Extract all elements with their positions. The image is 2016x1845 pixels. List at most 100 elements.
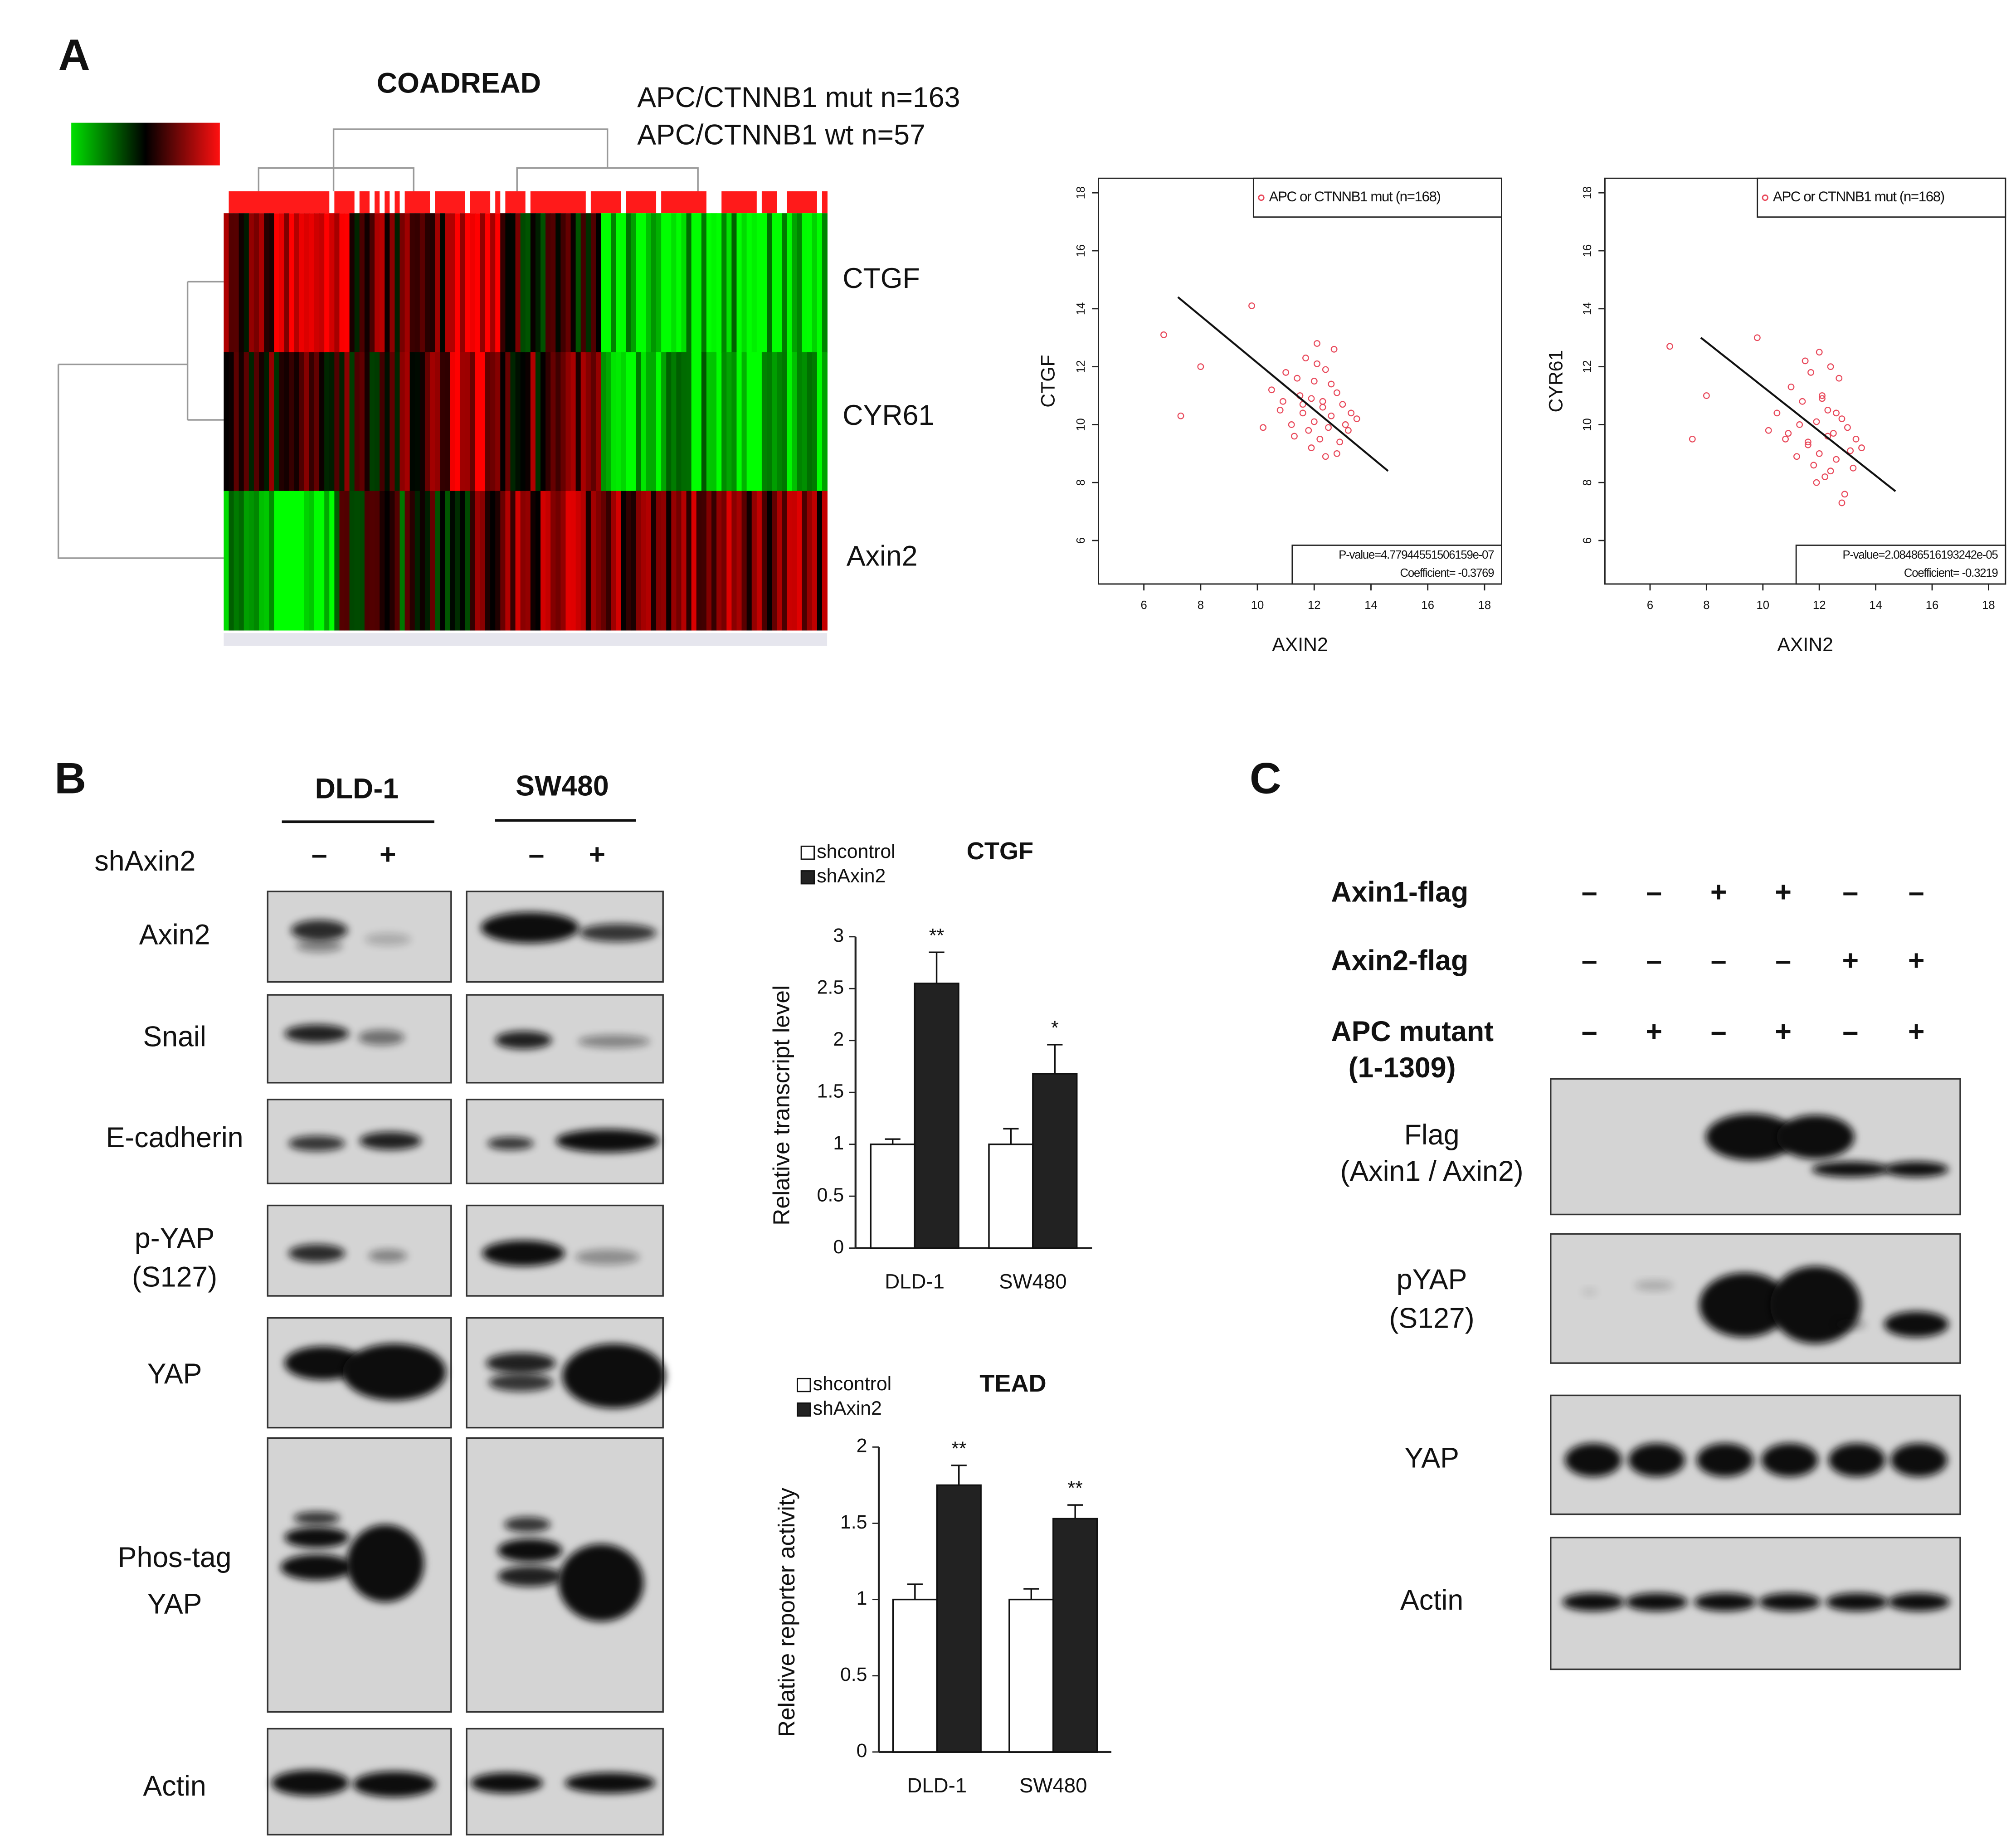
strip-cell <box>375 191 380 214</box>
heatmap-cell <box>475 352 481 492</box>
heatmap-cell <box>565 213 571 353</box>
heatmap-cell <box>575 491 581 631</box>
point <box>1819 392 1826 399</box>
heatmap-cell <box>375 352 380 492</box>
strip-cell <box>475 191 481 214</box>
row-label: YAP <box>147 1588 202 1620</box>
point <box>1753 334 1761 341</box>
heatmap-cell <box>530 213 536 353</box>
strip-cell <box>440 191 446 214</box>
heatmap-cell <box>636 352 642 492</box>
error-bar <box>929 951 945 983</box>
band <box>558 1544 644 1622</box>
heatmap-cell <box>802 491 808 631</box>
heatmap-cell <box>686 491 692 631</box>
heatmap-cell <box>812 213 818 353</box>
point <box>1310 418 1318 425</box>
x-axis-label: AXIN2 <box>1777 634 1833 656</box>
heatmap-cell <box>787 213 793 353</box>
heatmap-cell <box>289 352 295 492</box>
heatmap-cell <box>555 491 561 631</box>
strip-cell <box>515 191 521 214</box>
sign: – <box>1646 944 1662 976</box>
band <box>1634 1280 1674 1291</box>
band <box>495 1031 552 1049</box>
heatmap-cell <box>711 352 717 492</box>
strip-cell <box>802 191 808 214</box>
heatmap-cell <box>243 352 249 492</box>
y-tick-label: 0.5 <box>840 1664 867 1685</box>
sign: – <box>1646 876 1662 908</box>
group-label: APC/CTNNB1 wt n=57 <box>637 119 925 151</box>
trend-line <box>1177 296 1389 472</box>
strip-cell <box>797 191 803 214</box>
strip-cell <box>772 191 778 214</box>
heatmap-cell <box>611 352 617 492</box>
heatmap-cell <box>711 213 717 353</box>
point <box>1804 438 1811 446</box>
y-axis-label: Relative transcript level <box>769 985 794 1226</box>
heatmap-cell <box>616 352 622 492</box>
heatmap-cell <box>631 213 637 353</box>
strip-cell <box>611 191 617 214</box>
strip-cell <box>279 191 285 214</box>
y-tick-label: 18 <box>1075 186 1087 200</box>
heatmap-cell <box>792 491 798 631</box>
heatmap-cell <box>691 352 697 492</box>
row-label: Phos-tag <box>118 1542 232 1573</box>
strip-cell <box>570 191 576 214</box>
heatmap-cell <box>621 213 627 353</box>
heatmap-cell <box>696 352 702 492</box>
band <box>1835 1319 1866 1330</box>
heatmap-cell <box>590 213 596 353</box>
heatmap-cell <box>651 491 657 631</box>
strip-cell <box>419 191 425 214</box>
sign: – <box>1582 1016 1597 1047</box>
strip-cell <box>812 191 818 214</box>
y-tick-label: 6 <box>1075 537 1087 544</box>
heatmap-cell <box>711 491 717 631</box>
heatmap-cell <box>445 352 451 492</box>
point <box>1302 355 1309 361</box>
heatmap-cell <box>767 491 772 631</box>
band <box>504 1517 551 1533</box>
point <box>1821 473 1829 480</box>
strip-cell <box>731 191 737 214</box>
point <box>1308 444 1315 451</box>
heatmap-cell <box>817 491 823 631</box>
heatmap-cell <box>721 213 727 353</box>
band <box>1699 1272 1790 1338</box>
heatmap-cell <box>399 352 405 492</box>
heatmap-cell <box>490 491 496 631</box>
band <box>562 1344 666 1408</box>
error-bar <box>1023 1588 1039 1600</box>
point <box>1833 409 1840 417</box>
heatmap-cell <box>329 491 335 631</box>
band <box>288 1135 346 1151</box>
heatmap-cell <box>550 491 556 631</box>
heatmap-cell <box>565 491 571 631</box>
row-label: (S127) <box>132 1261 217 1293</box>
strip-cell <box>520 191 526 214</box>
heatmap-cell <box>787 352 793 492</box>
strip-cell <box>299 191 305 214</box>
band <box>481 912 579 944</box>
heatmap-cell <box>641 491 647 631</box>
heatmap-cell <box>344 491 350 631</box>
band <box>296 939 343 953</box>
y-tick-label: 1.5 <box>840 1511 867 1533</box>
strip-cell <box>691 191 697 214</box>
band <box>470 1772 543 1794</box>
heatmap-cell <box>626 491 632 631</box>
heatmap-cell <box>741 491 747 631</box>
strip-cell <box>414 191 420 214</box>
heatmap-cell <box>741 213 747 353</box>
y-tick-label: 2 <box>857 1435 867 1457</box>
heatmap-cell <box>324 352 330 492</box>
heatmap-cell <box>309 352 315 492</box>
color-key <box>71 122 220 166</box>
band <box>280 1554 353 1580</box>
point <box>1666 343 1673 350</box>
heatmap-cell <box>510 352 516 492</box>
heatmap-cell <box>274 213 280 353</box>
